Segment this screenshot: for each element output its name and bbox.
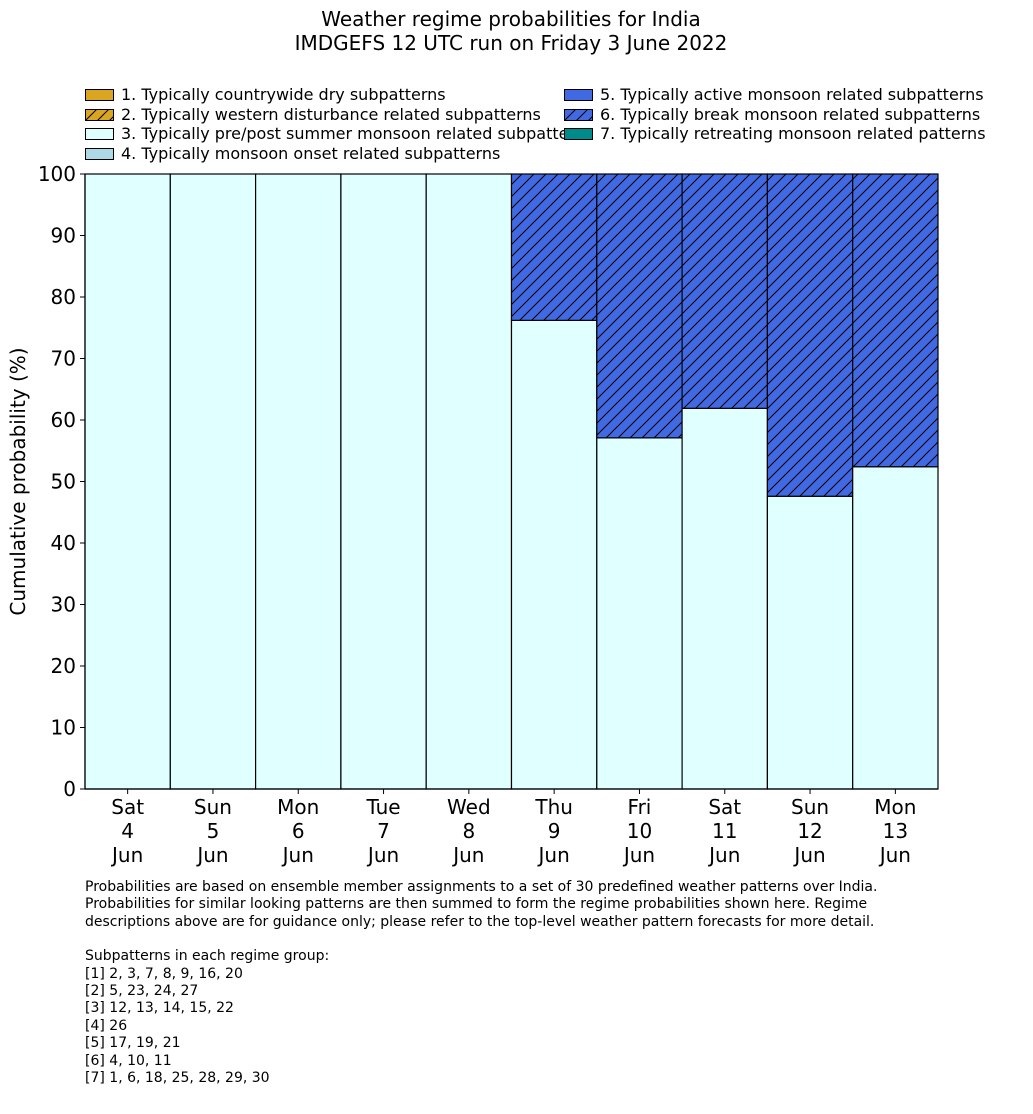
legend-label-7: 7. Typically retreating monsoon related … [600,124,986,143]
y-tick-label-0: 0 [63,777,76,801]
bar-mon-13-series-6 [852,173,939,468]
x-tick-label-wed-8-line3: Jun [451,843,484,867]
x-tick-label-sun-12-line2: 12 [797,819,822,843]
x-tick-label-fri-10-line3: Jun [622,843,655,867]
y-tick-label-20: 20 [51,654,76,678]
regime-groups-heading: Subpatterns in each regime group: [85,948,330,964]
legend-swatch-2 [85,108,114,121]
x-tick-label-sat-11-line2: 11 [712,819,737,843]
legend-label-4: 4. Typically monsoon onset related subpa… [121,143,501,163]
bar-sat-11-series-3 [681,407,768,790]
y-tick-label-70: 70 [51,347,76,371]
regime-group-3: [3] 12, 13, 14, 15, 22 [85,1000,234,1017]
x-tick-label-mon-13-line2: 13 [883,819,908,843]
x-tick-label-tue-7-line1: Tue [365,795,400,819]
y-tick-label-30: 30 [51,593,76,617]
x-tick-label-sun-12-line3: Jun [792,843,825,867]
x-tick-label-mon-6-line2: 6 [292,819,305,843]
x-tick-label-wed-8-line2: 8 [462,819,475,843]
y-tick-label-10: 10 [51,716,76,740]
x-tick-label-sat-4-line2: 4 [121,819,134,843]
chart-subtitle: IMDGEFS 12 UTC run on Friday 3 June 2022 [294,31,728,55]
x-tick-label-thu-9-line3: Jun [537,843,570,867]
x-tick-label-fri-10-line1: Fri [628,795,652,819]
regime-group-6: [6] 4, 10, 11 [85,1052,172,1069]
stacked-bar-chart: 0102030405060708090100Sat4JunSun5JunMon6… [6,162,939,867]
bar-wed-8-series-3 [425,173,513,790]
bar-sat-4-series-3 [84,173,171,790]
bar-thu-9-series-3 [510,319,598,790]
x-tick-label-mon-13-line3: Jun [878,843,911,867]
bar-fri-10-series-3 [596,437,683,790]
x-tick-label-fri-10-line2: 10 [627,819,652,843]
bar-mon-13-series-3 [852,466,939,790]
regime-group-4: [4] 26 [85,1017,128,1034]
regime-group-2: [2] 5, 23, 24, 27 [85,982,199,999]
regime-group-7: [7] 1, 6, 18, 25, 28, 29, 30 [85,1069,270,1086]
legend-label-5: 5. Typically active monsoon related subp… [600,85,984,104]
x-tick-label-sun-12-line1: Sun [791,795,829,819]
x-tick-label-mon-6-line1: Mon [277,795,319,819]
notes-paragraph: Probabilities are based on ensemble memb… [85,879,878,930]
x-tick-label-tue-7-line3: Jun [366,843,399,867]
regime-group-1: [1] 2, 3, 7, 8, 9, 16, 20 [85,965,243,982]
x-tick-label-sat-4-line1: Sat [111,795,144,819]
bar-sun-12-series-3 [766,495,854,790]
legend-label-3: 3. Typically pre/post summer monsoon rel… [121,124,594,143]
x-tick-label-mon-6-line3: Jun [281,843,314,867]
bar-sun-12-series-6 [766,173,854,497]
regime-group-5: [5] 17, 19, 21 [85,1035,181,1052]
x-tick-label-thu-9-line2: 9 [548,819,561,843]
y-tick-label-90: 90 [51,224,76,248]
bar-sun-5-series-3 [169,173,257,790]
x-tick-label-sat-11-line1: Sat [708,795,741,819]
y-tick-label-60: 60 [51,408,76,432]
legend-label-6: 6. Typically break monsoon related subpa… [600,104,981,124]
x-tick-label-sun-5-line3: Jun [195,843,228,867]
legend-swatch-7 [564,128,593,140]
legend-label-2: 2. Typically western disturbance related… [121,104,541,124]
legend-swatch-6 [564,108,593,121]
x-tick-label-sat-11-line3: Jun [707,843,740,867]
x-tick-label-mon-13-line1: Mon [874,795,916,819]
x-tick-label-sun-5-line1: Sun [194,795,232,819]
bar-thu-9-series-6 [510,173,598,321]
legend-swatch-5 [564,89,593,101]
y-axis-label: Cumulative probability (%) [6,347,30,615]
chart-title: Weather regime probabilities for India [321,7,701,31]
x-tick-label-sun-5-line2: 5 [207,819,220,843]
legend-swatch-3 [85,128,114,140]
legend-label-1: 1. Typically countrywide dry subpatterns [121,85,446,104]
x-tick-label-wed-8-line1: Wed [447,795,491,819]
x-tick-label-sat-4-line3: Jun [110,843,143,867]
axes-group: 0102030405060708090100Sat4JunSun5JunMon6… [6,162,938,867]
legend-swatch-4 [85,147,114,160]
x-tick-label-thu-9-line1: Thu [534,795,573,819]
x-tick-label-tue-7-line2: 7 [377,819,390,843]
bars-group [84,173,939,790]
bar-tue-7-series-3 [340,173,427,790]
legend-swatch-1 [85,89,114,101]
bar-fri-10-series-6 [596,173,683,439]
y-tick-label-80: 80 [51,285,76,309]
bar-mon-6-series-3 [255,173,342,790]
bar-sat-11-series-6 [681,173,768,409]
y-tick-label-40: 40 [51,531,76,555]
y-tick-label-50: 50 [51,470,76,494]
y-tick-label-100: 100 [38,162,76,186]
